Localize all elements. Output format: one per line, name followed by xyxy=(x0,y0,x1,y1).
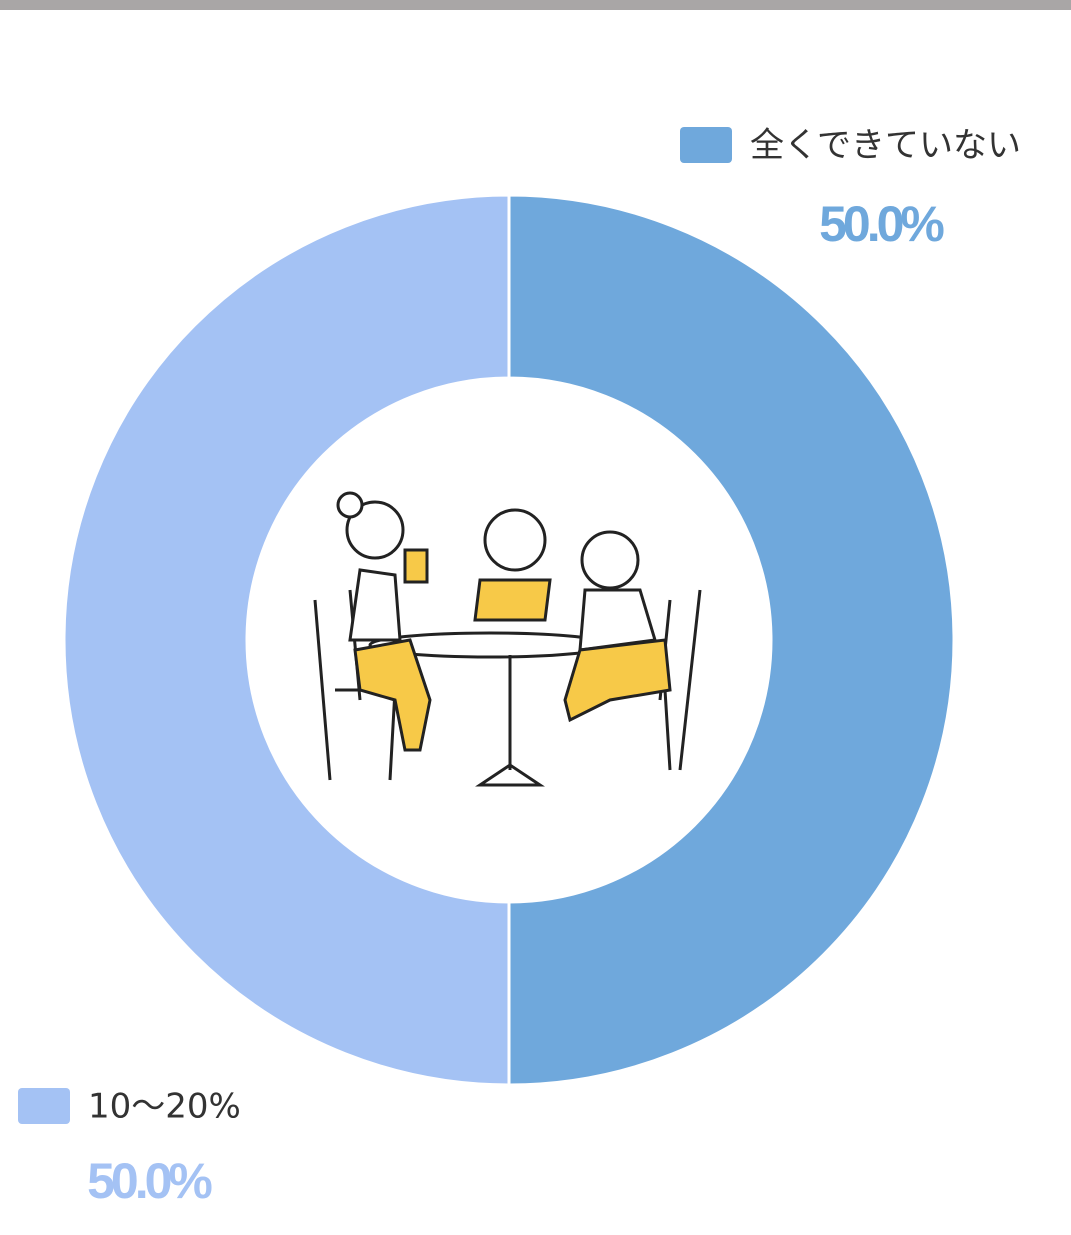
legend-swatch xyxy=(680,127,732,163)
legend-swatch xyxy=(18,1088,70,1124)
legend-label: 全くできていない xyxy=(750,126,1021,166)
value-label: 50.0% xyxy=(87,1153,212,1209)
legend-label: 10〜20% xyxy=(88,1087,241,1127)
illustration xyxy=(313,491,702,787)
top-bar xyxy=(0,0,1071,10)
value-label: 50.0% xyxy=(819,196,944,252)
slice xyxy=(507,193,956,1087)
slices xyxy=(62,193,956,1087)
slice xyxy=(62,193,511,1087)
